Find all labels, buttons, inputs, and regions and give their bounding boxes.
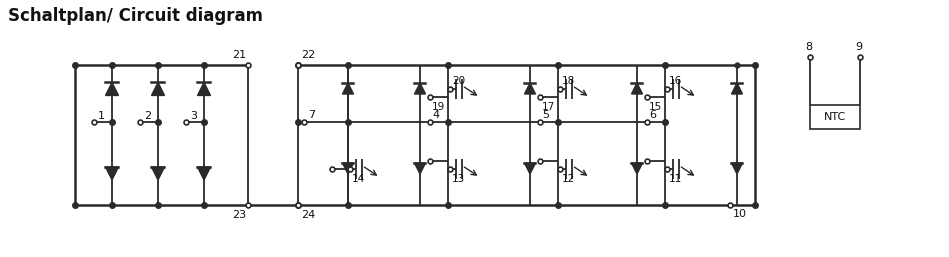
Text: 8: 8 <box>805 42 812 52</box>
Text: 10: 10 <box>733 209 747 219</box>
Polygon shape <box>732 163 742 174</box>
Text: 3: 3 <box>190 111 197 121</box>
Text: 7: 7 <box>308 110 315 120</box>
Text: 11: 11 <box>669 173 682 183</box>
Text: 2: 2 <box>144 111 151 121</box>
Polygon shape <box>732 83 742 94</box>
Text: 16: 16 <box>669 76 682 86</box>
Polygon shape <box>525 83 535 94</box>
Polygon shape <box>343 163 353 174</box>
Text: 6: 6 <box>649 110 656 120</box>
Polygon shape <box>631 163 642 174</box>
Text: 23: 23 <box>232 210 246 220</box>
Text: 4: 4 <box>432 110 439 120</box>
Polygon shape <box>105 82 119 95</box>
Text: 24: 24 <box>301 210 315 220</box>
Polygon shape <box>525 163 535 174</box>
Polygon shape <box>415 83 425 94</box>
Polygon shape <box>105 167 119 180</box>
Text: 5: 5 <box>542 110 549 120</box>
Text: 9: 9 <box>855 42 862 52</box>
Text: Schaltplan/ Circuit diagram: Schaltplan/ Circuit diagram <box>8 7 263 25</box>
Text: 21: 21 <box>232 50 246 60</box>
Text: 13: 13 <box>452 173 465 183</box>
Text: 20: 20 <box>452 76 465 86</box>
Text: 14: 14 <box>352 173 365 183</box>
Polygon shape <box>631 83 642 94</box>
Polygon shape <box>343 83 353 94</box>
Text: 17: 17 <box>542 102 555 112</box>
Polygon shape <box>197 82 211 95</box>
FancyBboxPatch shape <box>810 105 860 129</box>
Text: 1: 1 <box>98 111 105 121</box>
Text: 15: 15 <box>649 102 662 112</box>
Text: 12: 12 <box>562 173 575 183</box>
Text: 19: 19 <box>432 102 445 112</box>
Polygon shape <box>197 167 211 180</box>
Text: 18: 18 <box>562 76 575 86</box>
Polygon shape <box>415 163 425 174</box>
Text: NTC: NTC <box>824 112 847 122</box>
Polygon shape <box>152 167 164 180</box>
Polygon shape <box>152 82 164 95</box>
Text: 22: 22 <box>301 50 315 60</box>
